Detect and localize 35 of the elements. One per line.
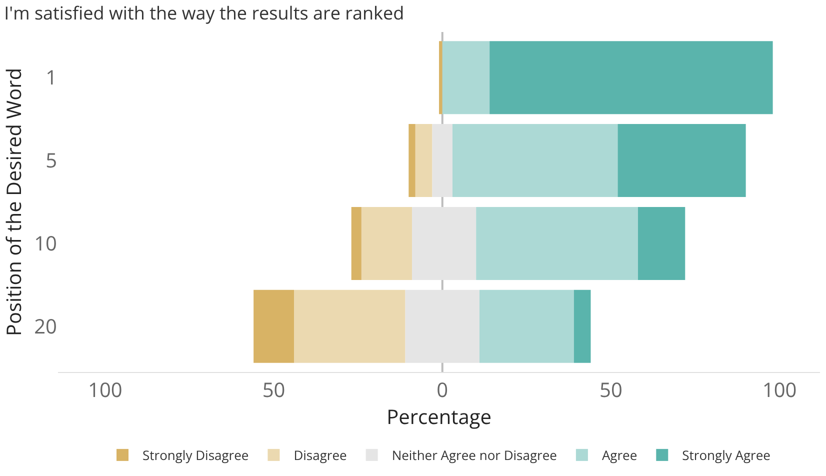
bar bbox=[476, 206, 638, 280]
bar bbox=[442, 41, 490, 114]
y-tick-label: 5 bbox=[46, 146, 57, 174]
bar bbox=[490, 41, 773, 114]
x-axis-title: Percentage bbox=[386, 403, 492, 430]
chart-title: I'm satisfied with the way the results are ranked bbox=[4, 2, 404, 26]
bar bbox=[405, 290, 480, 363]
y-tick-label: 20 bbox=[34, 312, 57, 340]
bar bbox=[618, 124, 746, 198]
y-tick-label: 1 bbox=[46, 64, 57, 91]
legend-label: Agree bbox=[602, 446, 638, 464]
legend-label: Strongly Disagree bbox=[142, 446, 249, 464]
bar bbox=[408, 124, 416, 198]
x-tick-label: 100 bbox=[88, 376, 122, 403]
bar bbox=[479, 290, 574, 363]
bar bbox=[351, 206, 362, 280]
bar bbox=[294, 290, 406, 363]
x-tick-label: 100 bbox=[762, 376, 797, 403]
legend-label: Strongly Agree bbox=[682, 446, 770, 464]
bar bbox=[439, 41, 442, 114]
bar bbox=[638, 206, 686, 280]
bar bbox=[452, 124, 618, 198]
x-tick-label: 50 bbox=[600, 376, 622, 403]
x-tick-label: 0 bbox=[436, 376, 448, 403]
y-tick-label: 10 bbox=[34, 229, 57, 256]
bar bbox=[574, 290, 591, 363]
bar bbox=[254, 290, 294, 363]
legend-label: Neither Agree nor Disagree bbox=[392, 446, 557, 464]
legend-label: Disagree bbox=[294, 446, 347, 464]
y-axis-title: Position of the Desired Word bbox=[0, 68, 27, 336]
x-tick-label: 50 bbox=[262, 376, 286, 403]
bar bbox=[412, 206, 476, 280]
bar bbox=[415, 124, 432, 198]
bar bbox=[432, 124, 452, 198]
bar bbox=[361, 206, 412, 280]
